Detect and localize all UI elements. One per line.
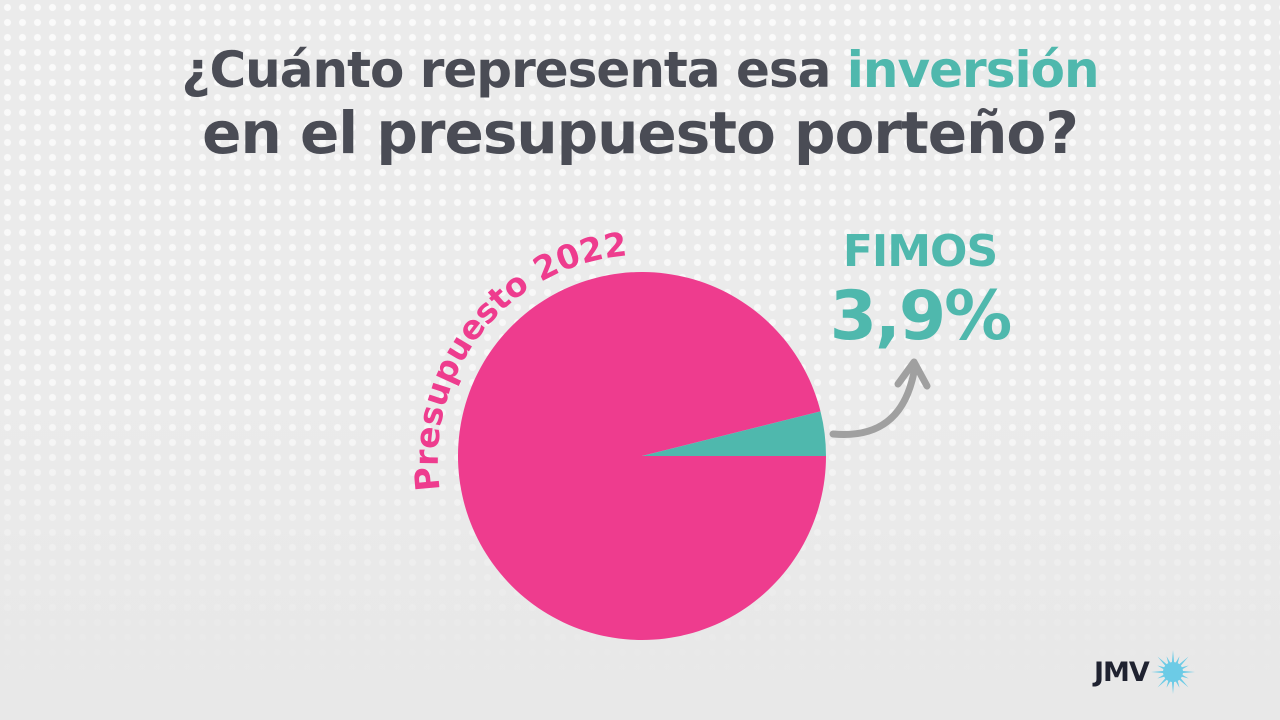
sun-ray <box>1150 670 1164 674</box>
sun-ray <box>1171 650 1174 664</box>
callout-value: 3,9% <box>829 277 1013 356</box>
page-title: ¿Cuánto representa esa inversión en el p… <box>0 38 1280 164</box>
sun-ray <box>1157 674 1166 679</box>
sun-ray <box>1178 677 1189 688</box>
sun-ray <box>1175 656 1180 665</box>
sun-ray <box>1180 665 1189 670</box>
pie-slices <box>457 272 826 640</box>
arrow-head <box>894 358 931 390</box>
sun-ray <box>1175 679 1180 688</box>
jmv-logo: JMV <box>1094 648 1197 696</box>
sun-ray <box>1157 665 1166 670</box>
title-highlight: inversión <box>846 41 1100 99</box>
sun-icon <box>1150 650 1195 694</box>
sun-ray <box>1181 670 1195 674</box>
pie-slice-fimos <box>642 411 826 456</box>
fimos-callout: FIMOS 3,9% <box>800 226 1040 356</box>
title-prefix: ¿Cuánto representa esa <box>181 41 847 99</box>
arrow-line <box>829 368 918 438</box>
title-line-1: ¿Cuánto representa esa inversión <box>0 38 1280 102</box>
title-line-2: en el presupuesto porteño? <box>202 99 1079 167</box>
sun-ray <box>1171 680 1174 694</box>
sun-ray <box>1157 656 1168 667</box>
sun-ray <box>1178 656 1189 667</box>
sun-ray <box>1166 679 1171 688</box>
sun-ray <box>1166 656 1171 665</box>
sun-ray <box>1157 677 1168 688</box>
logo-text: JMV <box>1094 656 1150 688</box>
callout-arrow <box>829 358 931 438</box>
sun-ray <box>1180 674 1189 679</box>
callout-label: FIMOS <box>842 226 998 277</box>
